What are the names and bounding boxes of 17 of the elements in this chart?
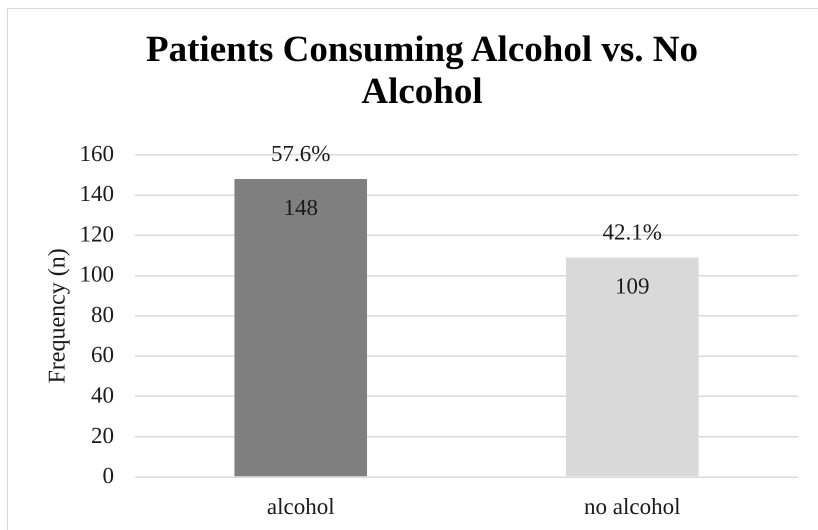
y-tick-label: 60 [91,342,114,368]
y-tick-label: 100 [80,262,114,287]
y-tick-label: 80 [91,302,114,327]
x-tick-label: no alcohol [584,494,680,519]
x-tick-label: alcohol [266,494,335,519]
y-tick-label: 0 [102,463,114,488]
y-tick-label: 120 [80,221,114,246]
data-label: 109 [615,274,650,299]
y-axis-title: Frequency (n) [44,248,71,384]
chart-title: Patients Consuming Alcohol vs. No Alcohol [145,29,699,113]
y-tick-label: 140 [80,181,114,206]
y-tick-label: 160 [80,140,114,166]
annotation: 57.6% [271,141,330,166]
annotation: 42.1% [602,220,662,245]
y-tick-label: 20 [91,422,114,448]
data-label: 148 [284,195,318,220]
y-tick-label: 40 [91,382,114,408]
